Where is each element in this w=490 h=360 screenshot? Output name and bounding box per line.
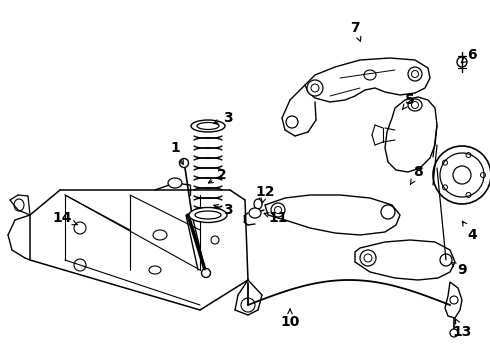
Ellipse shape — [197, 122, 219, 130]
Text: 2: 2 — [208, 168, 227, 183]
Ellipse shape — [201, 269, 211, 278]
Ellipse shape — [433, 146, 490, 204]
Text: 9: 9 — [451, 262, 467, 277]
Text: 3: 3 — [214, 203, 233, 217]
Ellipse shape — [307, 80, 323, 96]
Text: 8: 8 — [411, 165, 423, 184]
Text: 5: 5 — [402, 93, 415, 109]
Ellipse shape — [271, 203, 285, 217]
Ellipse shape — [195, 211, 221, 219]
Ellipse shape — [191, 120, 225, 132]
Ellipse shape — [168, 178, 182, 188]
Ellipse shape — [457, 57, 467, 67]
Ellipse shape — [249, 208, 261, 218]
Text: 12: 12 — [255, 185, 275, 203]
Ellipse shape — [408, 67, 422, 81]
Ellipse shape — [408, 99, 422, 111]
Text: 11: 11 — [264, 211, 288, 225]
Text: 10: 10 — [280, 309, 300, 329]
Text: 4: 4 — [463, 221, 477, 242]
Ellipse shape — [364, 70, 376, 80]
Ellipse shape — [286, 116, 298, 128]
Text: 1: 1 — [170, 141, 183, 165]
Ellipse shape — [453, 166, 471, 184]
Ellipse shape — [179, 158, 189, 167]
Ellipse shape — [450, 329, 458, 337]
Ellipse shape — [254, 199, 262, 209]
Text: 14: 14 — [52, 211, 77, 225]
Ellipse shape — [450, 296, 458, 304]
Ellipse shape — [381, 205, 395, 219]
Text: 3: 3 — [214, 111, 233, 125]
Text: 6: 6 — [461, 48, 477, 63]
Ellipse shape — [440, 254, 452, 266]
Ellipse shape — [189, 207, 227, 222]
Text: 13: 13 — [452, 319, 472, 339]
Ellipse shape — [440, 153, 484, 197]
Text: 7: 7 — [350, 21, 361, 41]
Ellipse shape — [360, 250, 376, 266]
